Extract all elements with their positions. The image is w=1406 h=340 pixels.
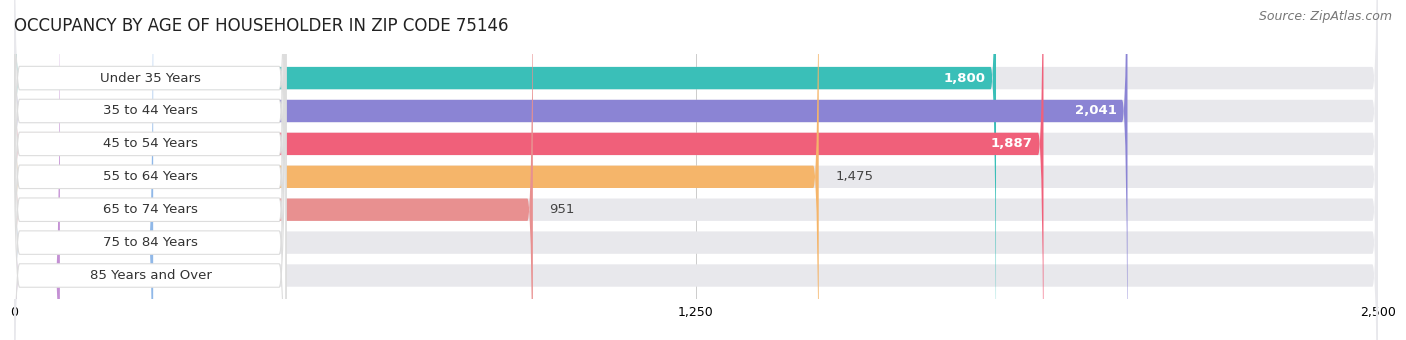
FancyBboxPatch shape <box>14 0 1378 340</box>
Text: OCCUPANCY BY AGE OF HOUSEHOLDER IN ZIP CODE 75146: OCCUPANCY BY AGE OF HOUSEHOLDER IN ZIP C… <box>14 17 509 35</box>
FancyBboxPatch shape <box>13 0 285 340</box>
FancyBboxPatch shape <box>14 0 1378 340</box>
FancyBboxPatch shape <box>14 0 818 340</box>
FancyBboxPatch shape <box>14 0 1378 340</box>
FancyBboxPatch shape <box>14 0 1378 340</box>
Text: 75 to 84 Years: 75 to 84 Years <box>103 236 198 249</box>
Text: 85 Years and Over: 85 Years and Over <box>90 269 211 282</box>
FancyBboxPatch shape <box>14 0 60 340</box>
Text: Under 35 Years: Under 35 Years <box>100 72 201 85</box>
FancyBboxPatch shape <box>14 0 995 340</box>
FancyBboxPatch shape <box>13 0 285 340</box>
FancyBboxPatch shape <box>14 0 1378 340</box>
FancyBboxPatch shape <box>13 0 285 340</box>
FancyBboxPatch shape <box>14 0 153 340</box>
FancyBboxPatch shape <box>14 0 1378 340</box>
Text: Source: ZipAtlas.com: Source: ZipAtlas.com <box>1258 10 1392 23</box>
FancyBboxPatch shape <box>13 0 285 340</box>
Text: 1,800: 1,800 <box>943 72 986 85</box>
Text: 1,887: 1,887 <box>991 137 1032 150</box>
FancyBboxPatch shape <box>14 0 1128 340</box>
Text: 55 to 64 Years: 55 to 64 Years <box>103 170 198 183</box>
Text: 84: 84 <box>76 269 93 282</box>
FancyBboxPatch shape <box>14 0 1043 340</box>
Text: 951: 951 <box>550 203 575 216</box>
Text: 2,041: 2,041 <box>1074 104 1116 118</box>
FancyBboxPatch shape <box>13 0 285 340</box>
FancyBboxPatch shape <box>13 0 285 340</box>
Text: 1,475: 1,475 <box>835 170 873 183</box>
Text: 45 to 54 Years: 45 to 54 Years <box>103 137 198 150</box>
Text: 255: 255 <box>170 236 195 249</box>
Text: 35 to 44 Years: 35 to 44 Years <box>103 104 198 118</box>
FancyBboxPatch shape <box>13 0 285 340</box>
FancyBboxPatch shape <box>14 0 533 340</box>
FancyBboxPatch shape <box>14 0 1378 340</box>
Text: 65 to 74 Years: 65 to 74 Years <box>103 203 198 216</box>
